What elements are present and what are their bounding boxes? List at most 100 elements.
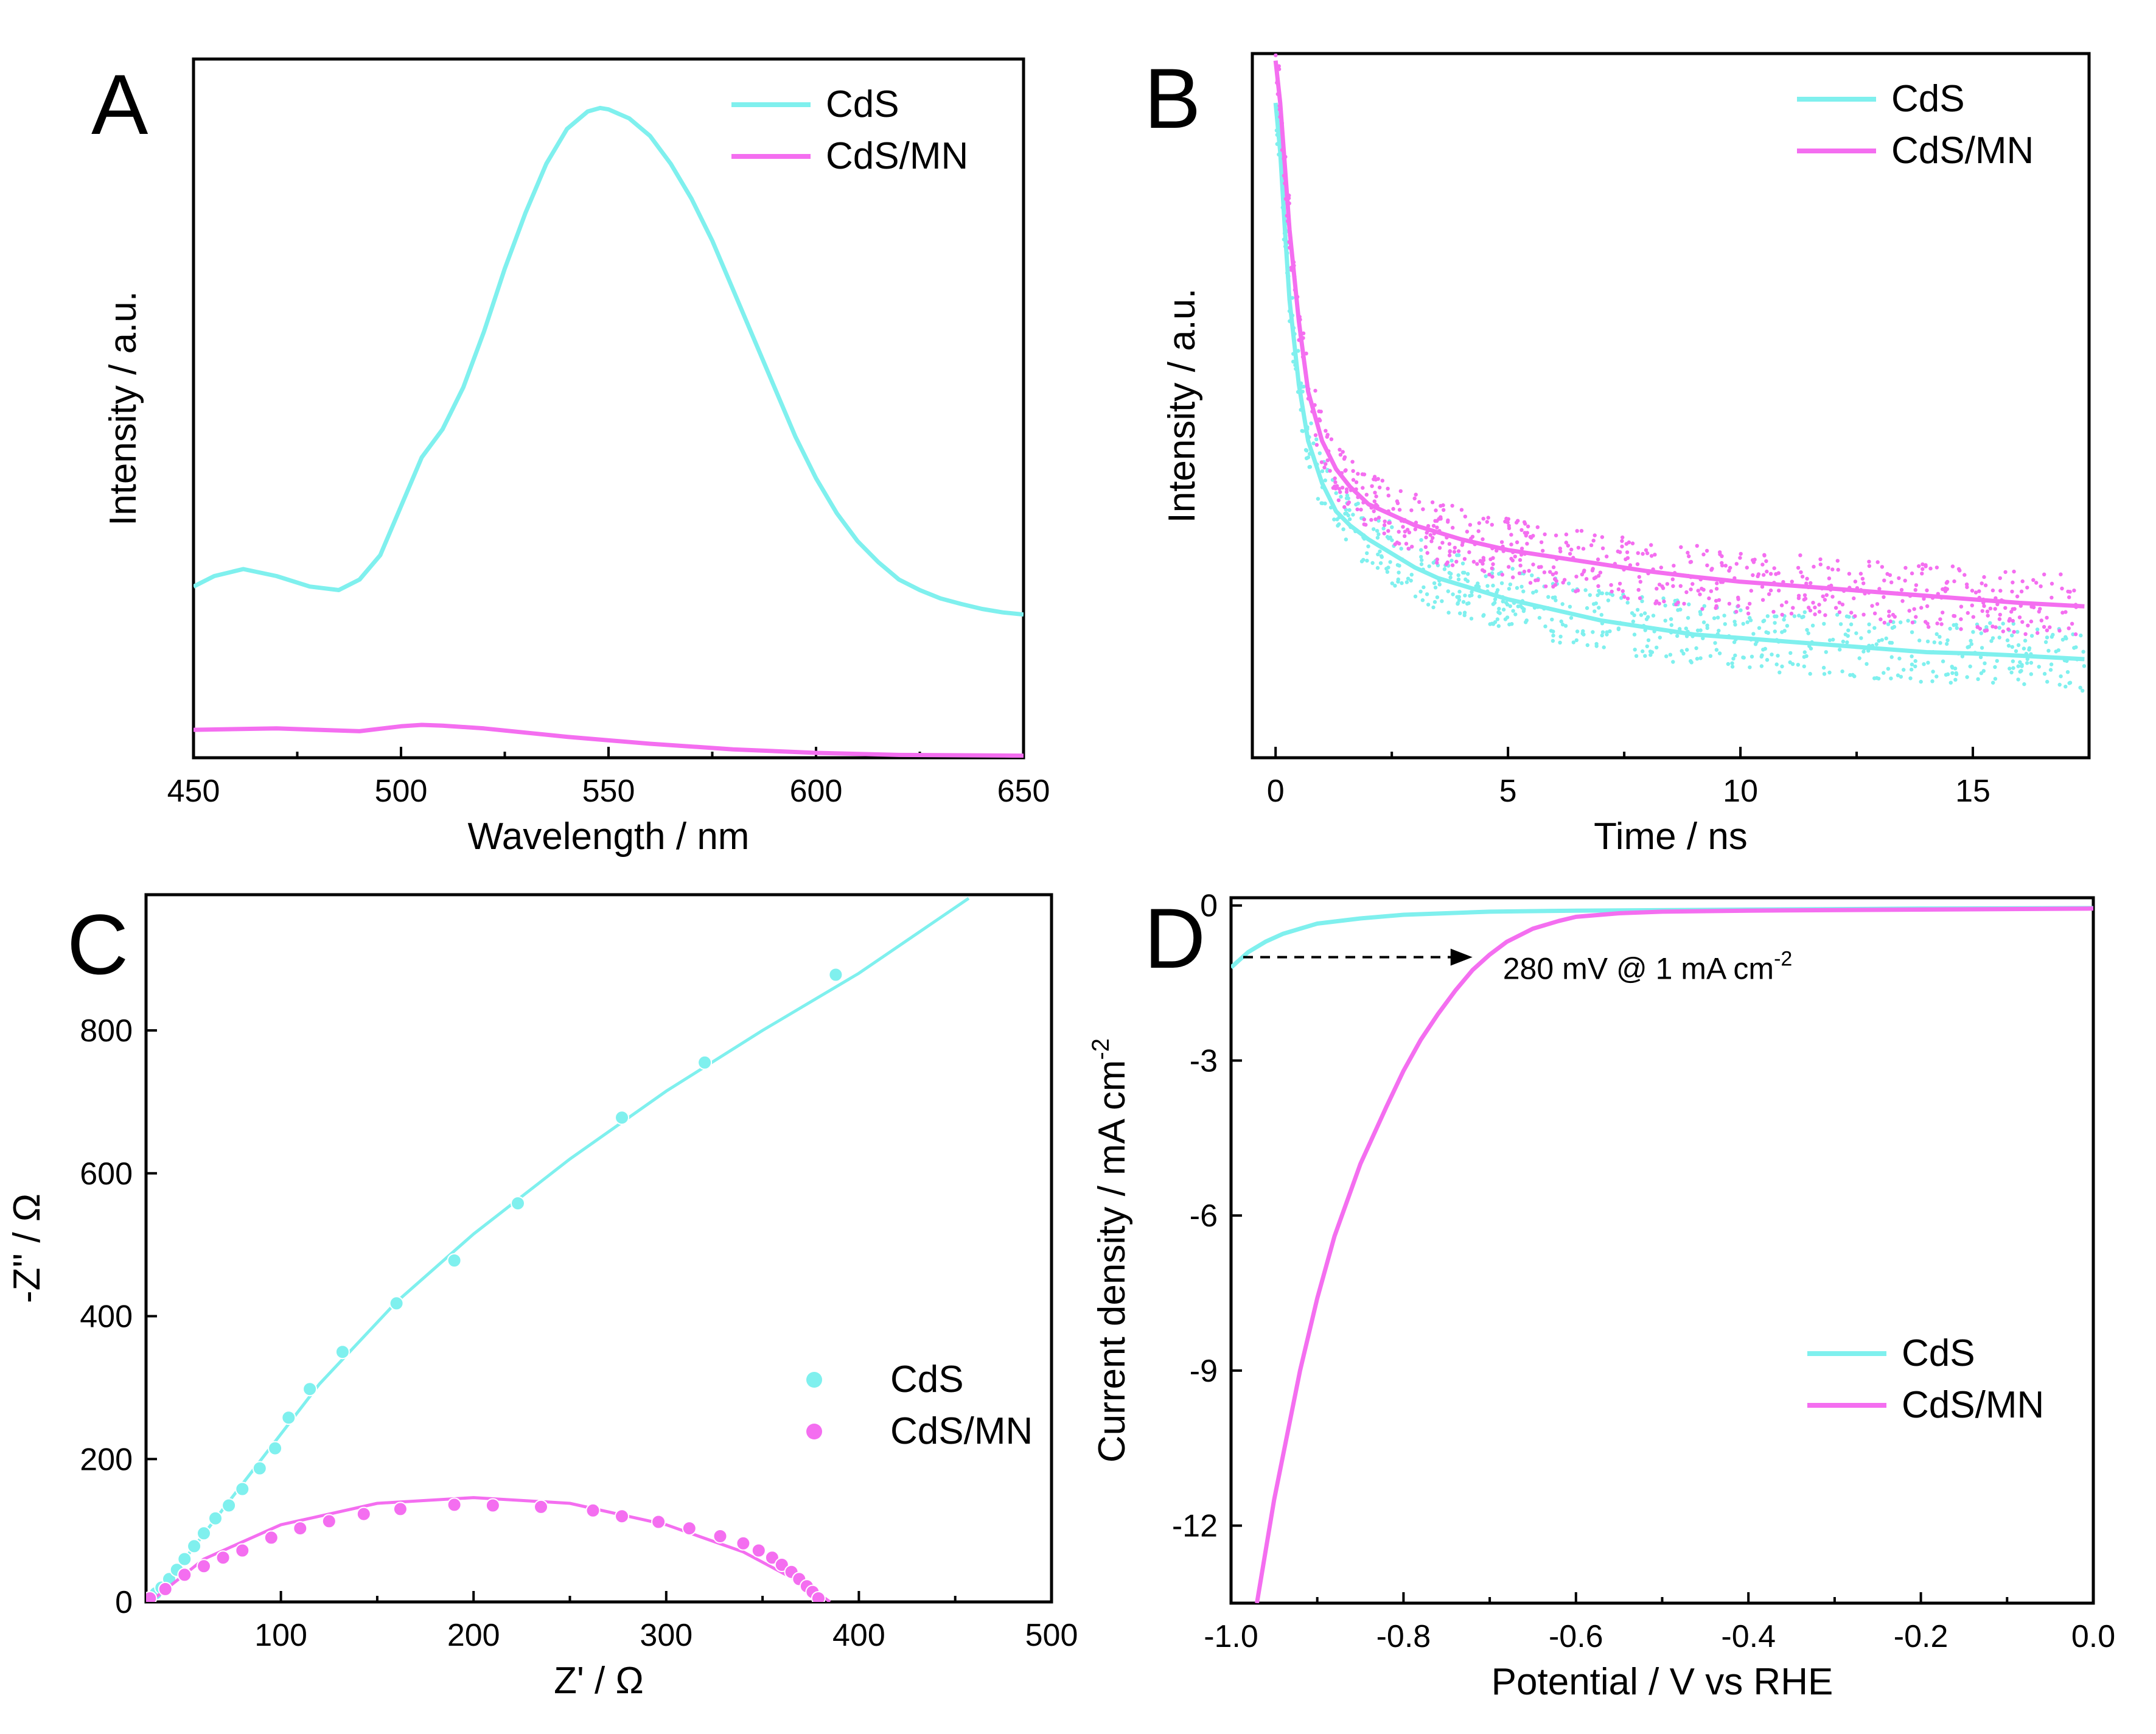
data-point bbox=[2008, 617, 2012, 621]
data-point bbox=[1493, 620, 1498, 624]
x-tick-label: 450 bbox=[167, 774, 220, 809]
data-point bbox=[1695, 628, 1700, 633]
data-point bbox=[1450, 558, 1454, 563]
data-point bbox=[1451, 525, 1455, 530]
data-point bbox=[1370, 561, 1375, 565]
data-point bbox=[1397, 570, 1401, 575]
data-point bbox=[1722, 614, 1726, 618]
data-point bbox=[1802, 664, 1806, 669]
data-point bbox=[1979, 671, 1984, 676]
data-point bbox=[1606, 598, 1611, 603]
data-point bbox=[1515, 586, 1519, 590]
data-point bbox=[1727, 568, 1731, 573]
y-tick-label: 0 bbox=[1200, 889, 1218, 924]
data-point bbox=[1796, 663, 1800, 667]
data-point bbox=[1551, 629, 1555, 634]
data-point bbox=[1625, 550, 1630, 554]
data-point bbox=[1672, 564, 1676, 568]
data-point bbox=[1372, 499, 1376, 503]
data-point bbox=[1433, 586, 1438, 590]
data-point bbox=[1518, 558, 1523, 562]
data-point bbox=[1307, 465, 1311, 469]
data-point bbox=[1343, 511, 1347, 516]
data-point bbox=[1481, 568, 1485, 572]
data-point bbox=[1441, 503, 1445, 508]
data-point bbox=[1720, 563, 1725, 568]
data-point bbox=[1808, 608, 1813, 613]
data-point bbox=[1338, 447, 1342, 452]
data-point bbox=[222, 1498, 237, 1513]
data-point bbox=[1558, 547, 1562, 551]
data-point bbox=[1736, 604, 1740, 608]
data-point bbox=[1861, 581, 1866, 586]
data-point bbox=[2037, 665, 2041, 669]
x-tick-label: -0.6 bbox=[1549, 1619, 1603, 1654]
data-point bbox=[1507, 565, 1511, 569]
y-tick-label: 600 bbox=[80, 1156, 133, 1192]
data-point bbox=[1997, 626, 2001, 630]
data-point bbox=[1468, 523, 1473, 527]
data-point bbox=[1887, 614, 1891, 618]
data-point bbox=[1710, 567, 1714, 571]
data-point bbox=[1698, 610, 1703, 614]
data-point bbox=[1600, 633, 1604, 638]
data-point bbox=[1976, 677, 1980, 682]
data-point bbox=[1922, 662, 1926, 666]
data-point bbox=[1792, 614, 1797, 618]
data-point bbox=[1899, 620, 1903, 624]
data-point bbox=[1496, 610, 1501, 615]
data-point bbox=[1897, 656, 1902, 661]
data-point bbox=[1361, 486, 1365, 490]
data-point bbox=[1802, 610, 1807, 614]
data-point bbox=[1618, 550, 1622, 554]
data-point bbox=[177, 1551, 192, 1567]
x-tick-label: 200 bbox=[447, 1618, 500, 1653]
arrow-head-icon bbox=[1450, 948, 1473, 966]
data-point bbox=[1902, 668, 1906, 672]
data-point bbox=[1734, 609, 1739, 614]
data-point bbox=[1821, 594, 1825, 598]
data-point bbox=[1450, 503, 1454, 508]
data-point bbox=[1860, 576, 1865, 581]
data-point bbox=[2012, 569, 2016, 574]
data-point bbox=[2049, 662, 2054, 666]
data-point bbox=[1718, 552, 1722, 556]
data-point bbox=[1350, 460, 1355, 464]
data-point bbox=[1751, 632, 1756, 636]
data-point bbox=[2081, 688, 2085, 693]
data-point bbox=[1714, 587, 1719, 591]
data-point bbox=[1558, 640, 1562, 645]
data-point bbox=[1732, 620, 1737, 624]
data-point bbox=[2045, 635, 2050, 640]
panel-label-a: A bbox=[91, 57, 148, 152]
data-point bbox=[177, 1567, 192, 1582]
series-fit-cds-mn bbox=[148, 1496, 831, 1602]
data-point bbox=[1805, 576, 1809, 581]
data-point bbox=[1872, 676, 1877, 680]
data-point bbox=[2020, 664, 2024, 668]
data-point bbox=[1469, 617, 1474, 621]
data-point bbox=[1406, 547, 1411, 551]
data-point bbox=[1840, 669, 1844, 674]
data-point bbox=[1544, 584, 1548, 589]
data-point bbox=[2011, 580, 2015, 585]
data-point bbox=[1554, 598, 1558, 603]
data-point bbox=[1566, 581, 1571, 586]
data-point bbox=[1437, 582, 1442, 587]
data-point bbox=[1877, 676, 1881, 681]
data-point bbox=[2064, 684, 2068, 689]
data-point bbox=[1431, 523, 1436, 528]
data-point bbox=[1395, 563, 1400, 567]
series-line-cds-mn bbox=[1255, 906, 2093, 1603]
data-point bbox=[1635, 562, 1640, 567]
data-point bbox=[1642, 611, 1647, 615]
data-point bbox=[1382, 523, 1387, 527]
data-point bbox=[1388, 535, 1392, 540]
data-point bbox=[2029, 672, 2033, 676]
data-point bbox=[1632, 632, 1637, 637]
data-point bbox=[1554, 579, 1558, 583]
data-point bbox=[2045, 615, 2049, 620]
data-point bbox=[1773, 629, 1777, 634]
data-point bbox=[1822, 621, 1826, 626]
data-point bbox=[1748, 618, 1753, 623]
